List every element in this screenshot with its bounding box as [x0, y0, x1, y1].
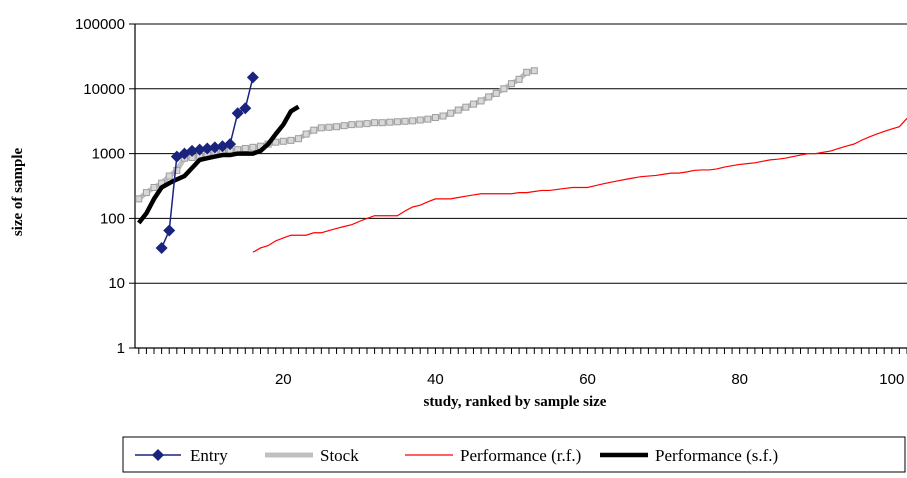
data-point [386, 118, 394, 126]
data-point [249, 143, 257, 151]
data-point [201, 142, 214, 155]
data-point [224, 138, 237, 151]
data-point [492, 89, 500, 97]
series-line [137, 104, 300, 225]
data-point [469, 100, 477, 108]
data-point [231, 107, 244, 120]
legend-marker [152, 449, 164, 461]
legend-label: Performance (s.f.) [655, 446, 778, 465]
data-point [363, 120, 371, 128]
data-point [193, 143, 206, 156]
y-tick-label: 1000 [92, 146, 125, 163]
y-tick-label: 10 [108, 275, 125, 292]
data-point [424, 115, 432, 123]
data-point [208, 141, 221, 154]
data-point [150, 183, 158, 191]
data-point [348, 121, 356, 129]
data-point [279, 137, 287, 145]
data-point [163, 224, 176, 237]
data-point [523, 68, 531, 76]
y-tick-label: 1 [117, 340, 125, 357]
series-performance-s-f [137, 104, 300, 225]
series-group [135, 67, 907, 254]
series-line [252, 117, 907, 253]
x-tick-label: 100 [879, 371, 904, 388]
data-point [241, 144, 249, 152]
x-tick-label: 40 [427, 371, 444, 388]
data-point [355, 120, 363, 128]
data-point [371, 119, 379, 127]
data-point [142, 189, 150, 197]
data-point [447, 109, 455, 117]
data-point [173, 166, 181, 174]
legend-item: Performance (r.f.) [405, 446, 581, 465]
y-tick-label: 100 [100, 210, 125, 227]
data-point [295, 135, 303, 143]
data-point [462, 103, 470, 111]
data-point [135, 195, 143, 203]
data-point [515, 75, 523, 83]
data-point [416, 116, 424, 124]
y-tick-label: 10000 [83, 81, 125, 98]
data-point [272, 138, 280, 146]
data-point [239, 102, 252, 115]
series-stock [135, 67, 538, 203]
series-performance-r-f [252, 117, 907, 253]
series-line [160, 77, 254, 249]
x-tick-label: 20 [275, 371, 292, 388]
data-point [485, 93, 493, 101]
data-point [393, 118, 401, 126]
data-point [155, 241, 168, 254]
legend-item: Stock [265, 446, 359, 465]
data-point [477, 97, 485, 105]
data-point [507, 80, 515, 88]
data-point [409, 117, 417, 125]
data-point [246, 71, 259, 84]
x-axis-label: study, ranked by sample size [424, 394, 607, 410]
series-line [137, 68, 535, 201]
data-point [287, 136, 295, 144]
legend-label: Stock [320, 446, 359, 465]
data-point [165, 172, 173, 180]
data-point [401, 117, 409, 125]
series-entry [155, 71, 259, 254]
data-point [439, 112, 447, 120]
data-point [302, 130, 310, 138]
data-point [325, 123, 333, 131]
legend-box [122, 436, 906, 473]
y-tick-label: 100000 [75, 16, 125, 33]
gridlines [135, 23, 907, 284]
data-point [530, 67, 538, 75]
legend-label: Entry [190, 446, 228, 465]
data-point [500, 85, 508, 93]
legend-item: Performance (s.f.) [600, 446, 778, 465]
legend-item: Entry [135, 446, 228, 465]
data-point [378, 119, 386, 127]
data-point [186, 144, 199, 157]
data-point [340, 122, 348, 130]
x-tick-label: 60 [579, 371, 596, 388]
axes: 1 10 100 1000 10000 100000 20 40 60 80 100 [75, 16, 907, 388]
x-tick-label: 80 [731, 371, 748, 388]
data-point [333, 123, 341, 131]
legend-label: Performance (r.f.) [460, 446, 581, 465]
data-point [454, 106, 462, 114]
data-point [310, 126, 318, 134]
y-axis-label: size of sample [10, 148, 26, 237]
legend: Entry Stock Performance (r.f.) Performance … [122, 436, 906, 473]
data-point [431, 114, 439, 122]
data-point [317, 124, 325, 132]
